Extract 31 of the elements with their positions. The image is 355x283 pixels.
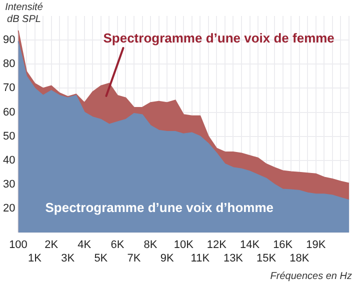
x-tick-label: 7K xyxy=(127,252,142,264)
y-tick-label: 30 xyxy=(2,178,16,190)
x-tick-label: 5K xyxy=(94,252,108,264)
x-tick-label: 19K xyxy=(306,239,326,252)
x-tick-label: 14K xyxy=(240,239,260,252)
x-tick-label: 3K xyxy=(61,252,76,264)
x-tick-label: 9K xyxy=(160,252,174,264)
x-tick-label: 10K xyxy=(174,239,194,252)
x-axis-title: Fréquences en Hz xyxy=(270,270,352,282)
x-tick-label: 12K xyxy=(206,239,228,252)
x-tick-label: 1K xyxy=(28,252,42,264)
y-tick-label: 80 xyxy=(2,58,16,70)
text: Spectrogramme d’une voix de femme xyxy=(103,30,334,46)
x-tick-label: 4K xyxy=(78,239,92,252)
x-tick-label: 16K xyxy=(273,239,294,252)
x-tick-label: 15K xyxy=(256,252,277,264)
x-tick-label: 2K xyxy=(44,239,59,252)
y-tick-label: 70 xyxy=(2,82,16,94)
y-tick-label: 20 xyxy=(2,202,16,215)
x-tick-label: 6K xyxy=(110,239,125,252)
y-tick-label: 40 xyxy=(2,154,16,166)
series-label: Spectrogramme d’une voix d’homme xyxy=(45,200,274,216)
x-tick-label: 18K xyxy=(290,252,310,264)
x-tick-label: 8K xyxy=(144,239,158,252)
y-tick-label: 60 xyxy=(2,106,16,118)
y-tick-label: 90 xyxy=(2,34,16,46)
x-tick-label: 11K xyxy=(190,252,210,264)
x-tick-label: 13K xyxy=(223,252,244,264)
y-axis-title: Intensité dB SPL xyxy=(5,2,44,25)
x-tick-label: 100 xyxy=(9,239,28,252)
y-tick-label: 50 xyxy=(2,130,16,142)
